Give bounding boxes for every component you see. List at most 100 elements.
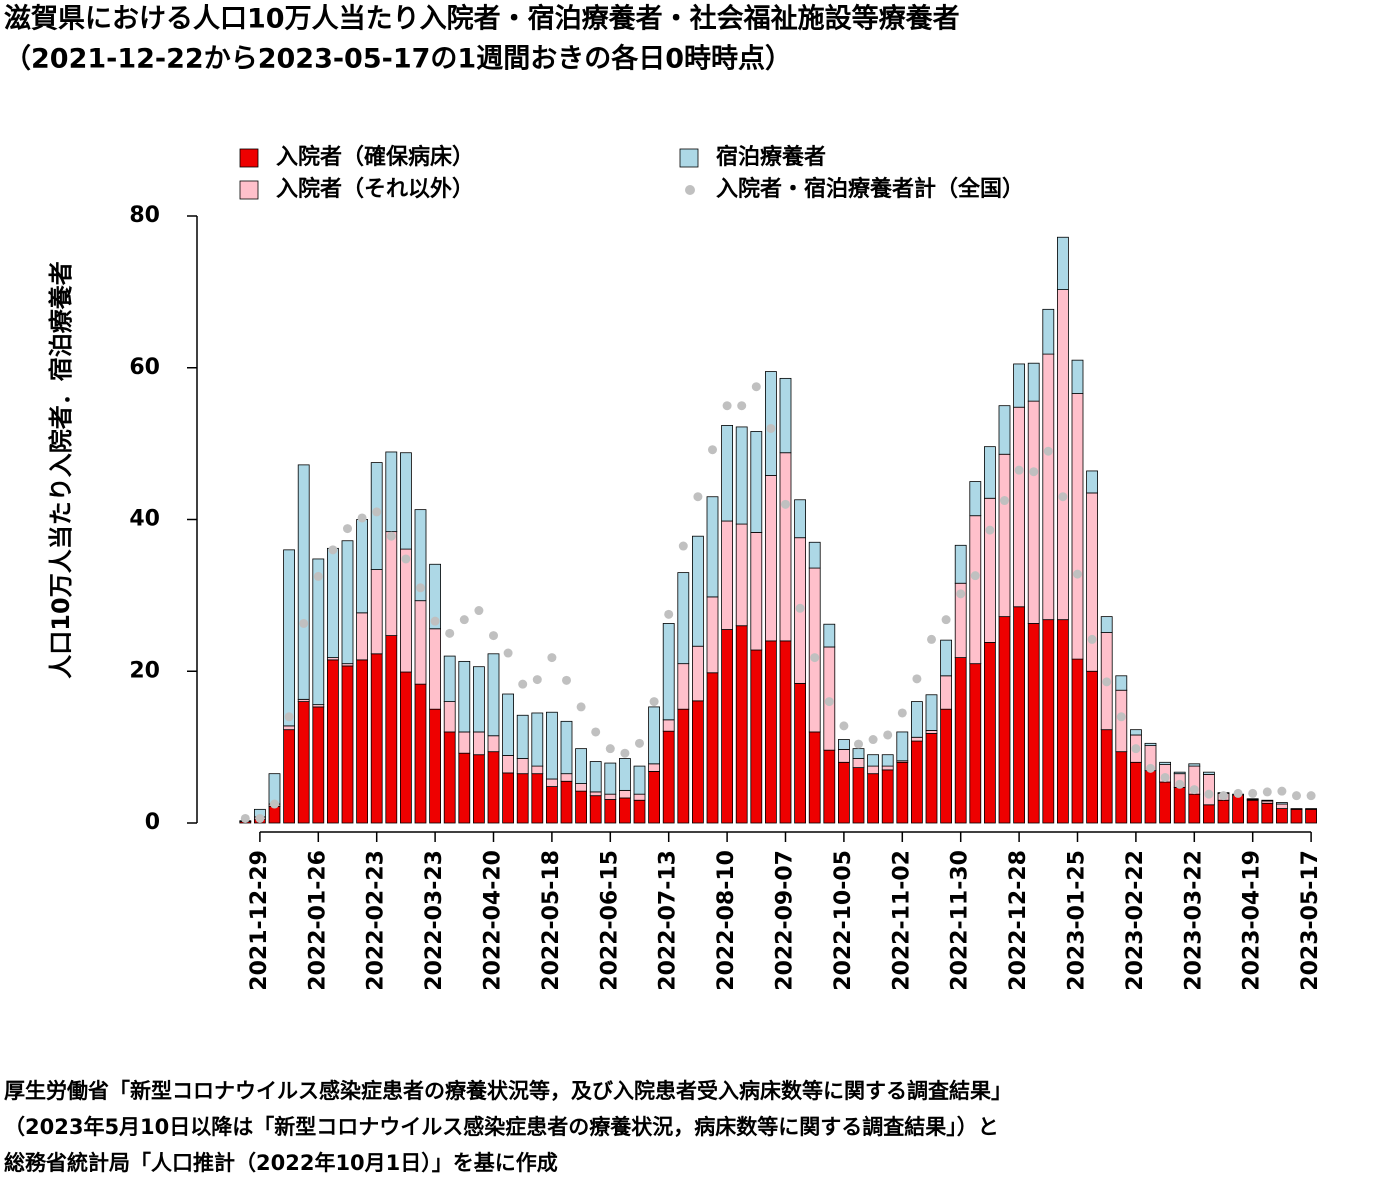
bar-segment	[1086, 492, 1098, 672]
legend-marker	[685, 185, 695, 195]
dot	[1160, 772, 1170, 782]
dot	[1029, 467, 1039, 477]
bar-segment	[1115, 751, 1128, 824]
dot	[970, 571, 980, 581]
bar-segment	[575, 790, 587, 824]
legend-label: 入院者・宿泊療養者計（全国）	[716, 176, 1024, 202]
bar-segment	[516, 714, 529, 759]
legend-label: 入院者（それ以外）	[276, 176, 474, 202]
bar-segment	[633, 765, 646, 795]
dot	[562, 675, 571, 685]
legend-marker	[239, 148, 259, 168]
bar-segment	[1276, 802, 1288, 805]
bar-segment	[487, 653, 500, 737]
bar-segment	[399, 452, 412, 550]
dot	[532, 675, 542, 685]
bar-segment	[1159, 781, 1171, 824]
dot	[883, 730, 893, 740]
bar-segment	[779, 640, 792, 824]
bar-segment	[940, 708, 952, 824]
dot	[372, 507, 382, 517]
dot	[722, 401, 732, 411]
dot	[416, 583, 425, 593]
dot	[635, 738, 644, 748]
bar-segment	[954, 657, 967, 824]
bar-segment	[765, 640, 777, 824]
bar-segment	[940, 639, 952, 677]
dot	[1189, 785, 1199, 795]
bar-segment	[1232, 794, 1244, 824]
bar-segment	[1276, 808, 1288, 824]
bar-segment	[954, 544, 967, 584]
dot	[1058, 492, 1068, 502]
bar-segment	[1071, 393, 1084, 660]
bar-segment	[414, 600, 427, 685]
dot	[459, 615, 469, 625]
bar-segment	[721, 520, 733, 630]
bar-segment	[283, 729, 296, 824]
legend-label: 宿泊療養者	[716, 144, 826, 170]
bar-segment	[1217, 799, 1230, 824]
bar-segment	[1173, 771, 1186, 775]
bar-segment	[1290, 808, 1303, 810]
bar-segment	[692, 700, 704, 824]
bar-segment	[414, 683, 427, 824]
x-tick-label: 2023-02-22	[1123, 850, 1148, 991]
bar-segment	[619, 789, 631, 799]
bar-segment	[589, 761, 602, 793]
bar-segment	[531, 712, 544, 767]
y-tick-label: 20	[129, 658, 160, 683]
bar-segment	[1203, 804, 1215, 824]
bar-segment	[399, 548, 412, 673]
bar-segment	[867, 773, 879, 824]
bar-segment	[692, 535, 704, 647]
dot	[343, 524, 352, 534]
bar-segment	[662, 719, 675, 732]
bar-segment	[984, 642, 996, 824]
bar-segment	[735, 426, 748, 525]
bar-segment	[472, 666, 485, 733]
bar-segment	[589, 791, 602, 797]
bar-segment	[458, 752, 471, 824]
dot	[1204, 789, 1214, 799]
dot	[489, 631, 498, 641]
bar-segment	[443, 701, 456, 733]
bar-segment	[750, 531, 763, 651]
y-tick-label: 80	[129, 203, 160, 228]
bar-segment	[706, 496, 719, 598]
bar-segment	[560, 773, 573, 782]
bar-segment	[502, 693, 515, 756]
dot	[620, 748, 630, 758]
bar-segment	[560, 720, 573, 775]
dot	[664, 609, 674, 619]
bar-segment	[1246, 798, 1259, 800]
dot	[284, 712, 294, 722]
dot	[897, 708, 907, 718]
bar-segment	[998, 616, 1011, 824]
bar-segment	[969, 515, 982, 665]
bar-segment	[1057, 289, 1069, 621]
bar-segment	[268, 773, 281, 805]
legend-label: 入院者（確保病床）	[276, 144, 474, 170]
bar-segment	[677, 572, 690, 665]
x-tick-label: 2022-02-23	[364, 850, 389, 991]
bar-segment	[399, 671, 412, 824]
dot	[1116, 712, 1126, 722]
bar-segment	[648, 763, 660, 772]
x-tick-label: 2022-09-07	[773, 850, 798, 991]
x-tick-label: 2022-12-28	[1006, 850, 1031, 991]
dot	[240, 813, 250, 823]
dot	[912, 674, 922, 684]
bar-segment	[1305, 808, 1317, 810]
bar-segment	[429, 628, 442, 710]
dot	[1146, 763, 1155, 773]
bar-segment	[706, 672, 719, 824]
x-tick-label: 2022-01-26	[305, 850, 330, 991]
bar-segment	[750, 431, 763, 533]
bar-segment	[1100, 616, 1113, 633]
dot	[956, 589, 966, 599]
bar-segment	[838, 761, 850, 824]
dot	[941, 615, 951, 625]
bar-segment	[1013, 406, 1025, 608]
dot	[854, 739, 863, 749]
